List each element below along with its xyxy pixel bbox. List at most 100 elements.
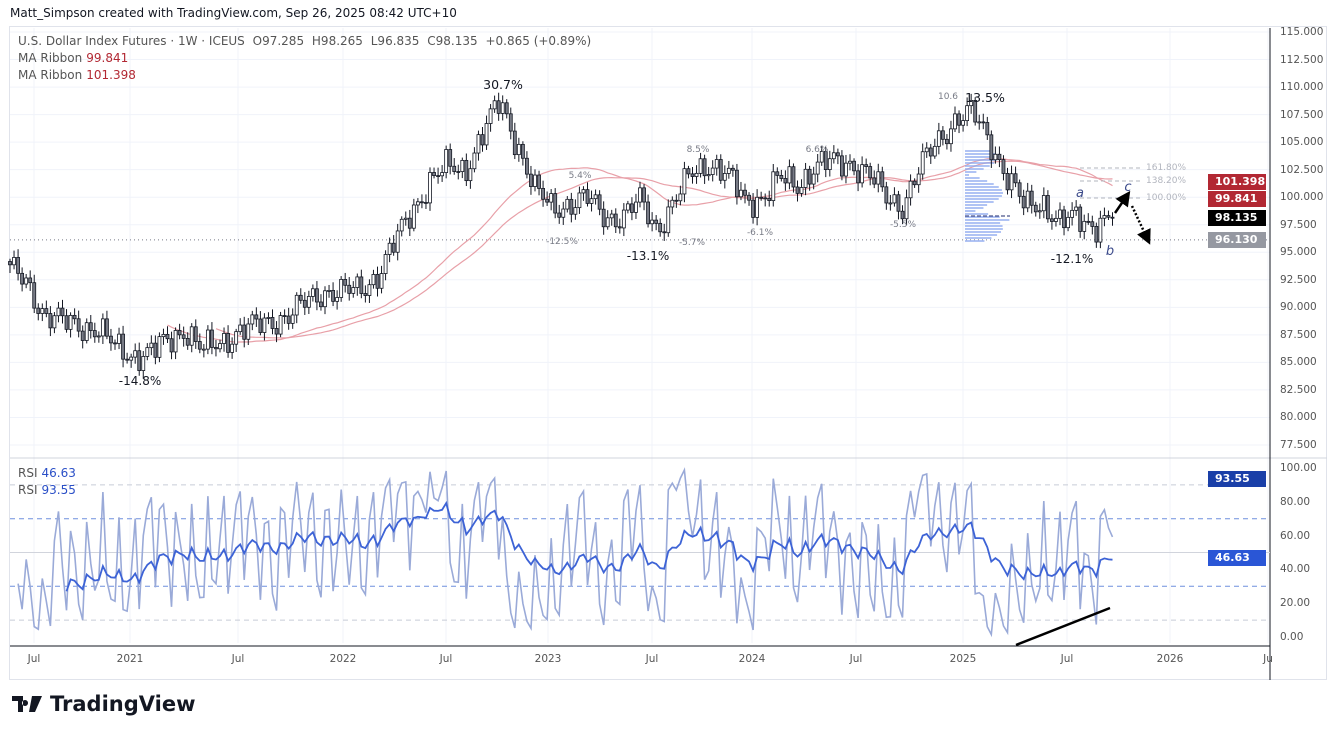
- candle-body: [928, 147, 933, 157]
- annotation: -14.8%: [118, 374, 162, 388]
- ma-legend-1[interactable]: MA Ribbon 99.841: [18, 51, 132, 65]
- candle: [16, 249, 20, 281]
- candle-body: [387, 242, 392, 255]
- time-axis-label: 2024: [738, 653, 766, 665]
- price-axis-label: 95.000: [1280, 246, 1317, 259]
- candle: [884, 181, 889, 210]
- candle: [432, 167, 436, 179]
- candle-body: [533, 174, 537, 187]
- candle-body: [739, 189, 743, 198]
- rsi-axis-label: 100.00: [1280, 462, 1317, 474]
- candle-body: [747, 194, 751, 201]
- arrow-up: [1113, 190, 1131, 214]
- candle: [718, 154, 723, 185]
- volume-profile-bar: [965, 192, 1003, 194]
- candle-body: [484, 123, 489, 146]
- candle-body: [504, 102, 509, 115]
- candle: [331, 282, 335, 307]
- candle-body: [932, 145, 937, 157]
- candle-body: [815, 161, 820, 175]
- ma-legend-2[interactable]: MA Ribbon 101.398: [18, 68, 140, 82]
- candle: [1025, 182, 1030, 213]
- candle-body: [969, 100, 974, 107]
- candle-body: [197, 341, 202, 350]
- candle: [335, 290, 340, 310]
- fib-label: 100.00%: [1146, 193, 1187, 203]
- candle: [779, 169, 784, 182]
- candle: [1013, 166, 1018, 188]
- candle: [807, 165, 812, 191]
- candle: [561, 201, 566, 225]
- candle-body: [936, 130, 941, 147]
- candle-body: [678, 193, 683, 202]
- tradingview-logo-icon: [12, 696, 42, 712]
- candle: [310, 284, 315, 302]
- rsi-value: 93.55: [41, 483, 76, 497]
- candle: [638, 181, 642, 208]
- rsi-legend-1[interactable]: RSI 46.63: [18, 466, 80, 480]
- candle: [472, 147, 477, 173]
- fib-label: 161.80%: [1146, 163, 1187, 173]
- price-axis-label: 102.500: [1280, 163, 1324, 176]
- price-axis-label: 80.000: [1280, 411, 1317, 424]
- candle-body: [908, 180, 913, 199]
- candle-body: [20, 272, 25, 285]
- price-axis-label: 85.000: [1280, 356, 1317, 369]
- candle: [298, 288, 303, 304]
- candle-body: [270, 317, 275, 329]
- volume-profile-bar: [965, 156, 997, 158]
- candle-body: [1054, 217, 1058, 222]
- candle: [1062, 205, 1066, 236]
- annotation: 5.4%: [568, 171, 592, 181]
- candle-body: [411, 204, 416, 229]
- candle: [533, 169, 537, 192]
- rsi-axis-label: 40.00: [1280, 563, 1311, 576]
- candle-body: [64, 315, 69, 330]
- candle: [775, 167, 780, 184]
- rsi-badge: 46.63: [1208, 550, 1266, 567]
- candle-body: [1090, 221, 1095, 227]
- time-axis-label: Jul: [439, 653, 453, 665]
- candle: [593, 189, 598, 205]
- candle: [254, 307, 259, 327]
- candle: [686, 165, 691, 179]
- candle: [512, 122, 517, 160]
- candle-body: [819, 151, 824, 163]
- rsi-label: RSI: [18, 466, 38, 480]
- tradingview-logo[interactable]: TradingView: [12, 692, 195, 716]
- candle: [726, 160, 731, 179]
- volume-profile-bar: [965, 228, 1003, 230]
- candle: [395, 223, 400, 261]
- candle: [553, 188, 558, 219]
- candle: [88, 314, 93, 339]
- candle-body: [767, 197, 772, 202]
- candle-body: [589, 198, 594, 204]
- candle: [28, 270, 33, 291]
- candle-body: [985, 122, 990, 136]
- ma-ribbon-line: [215, 160, 1113, 339]
- candle: [872, 170, 877, 189]
- candle: [262, 313, 267, 341]
- candle: [12, 250, 16, 270]
- candle-body: [1029, 190, 1034, 206]
- candle: [537, 170, 541, 196]
- candle-body: [904, 197, 909, 220]
- candle: [1098, 210, 1103, 249]
- candle: [20, 267, 25, 292]
- candle-body: [1041, 195, 1046, 212]
- rsi-legend-2[interactable]: RSI 93.55: [18, 483, 80, 497]
- volume-profile-bar: [965, 237, 992, 239]
- candle-body: [634, 201, 638, 213]
- candle: [226, 325, 230, 358]
- candle-body: [924, 147, 929, 153]
- candle-body: [278, 315, 283, 335]
- volume-profile-bar: [965, 168, 984, 170]
- candle-body: [440, 172, 445, 177]
- time-axis-label: Jul: [849, 653, 863, 665]
- ma-label: MA Ribbon: [18, 68, 83, 82]
- candle-body: [137, 350, 142, 371]
- volume-profile-bar: [965, 180, 988, 182]
- price-axis-label: 110.000: [1280, 81, 1324, 94]
- credit-text: Matt_Simpson created with TradingView.co…: [10, 6, 457, 20]
